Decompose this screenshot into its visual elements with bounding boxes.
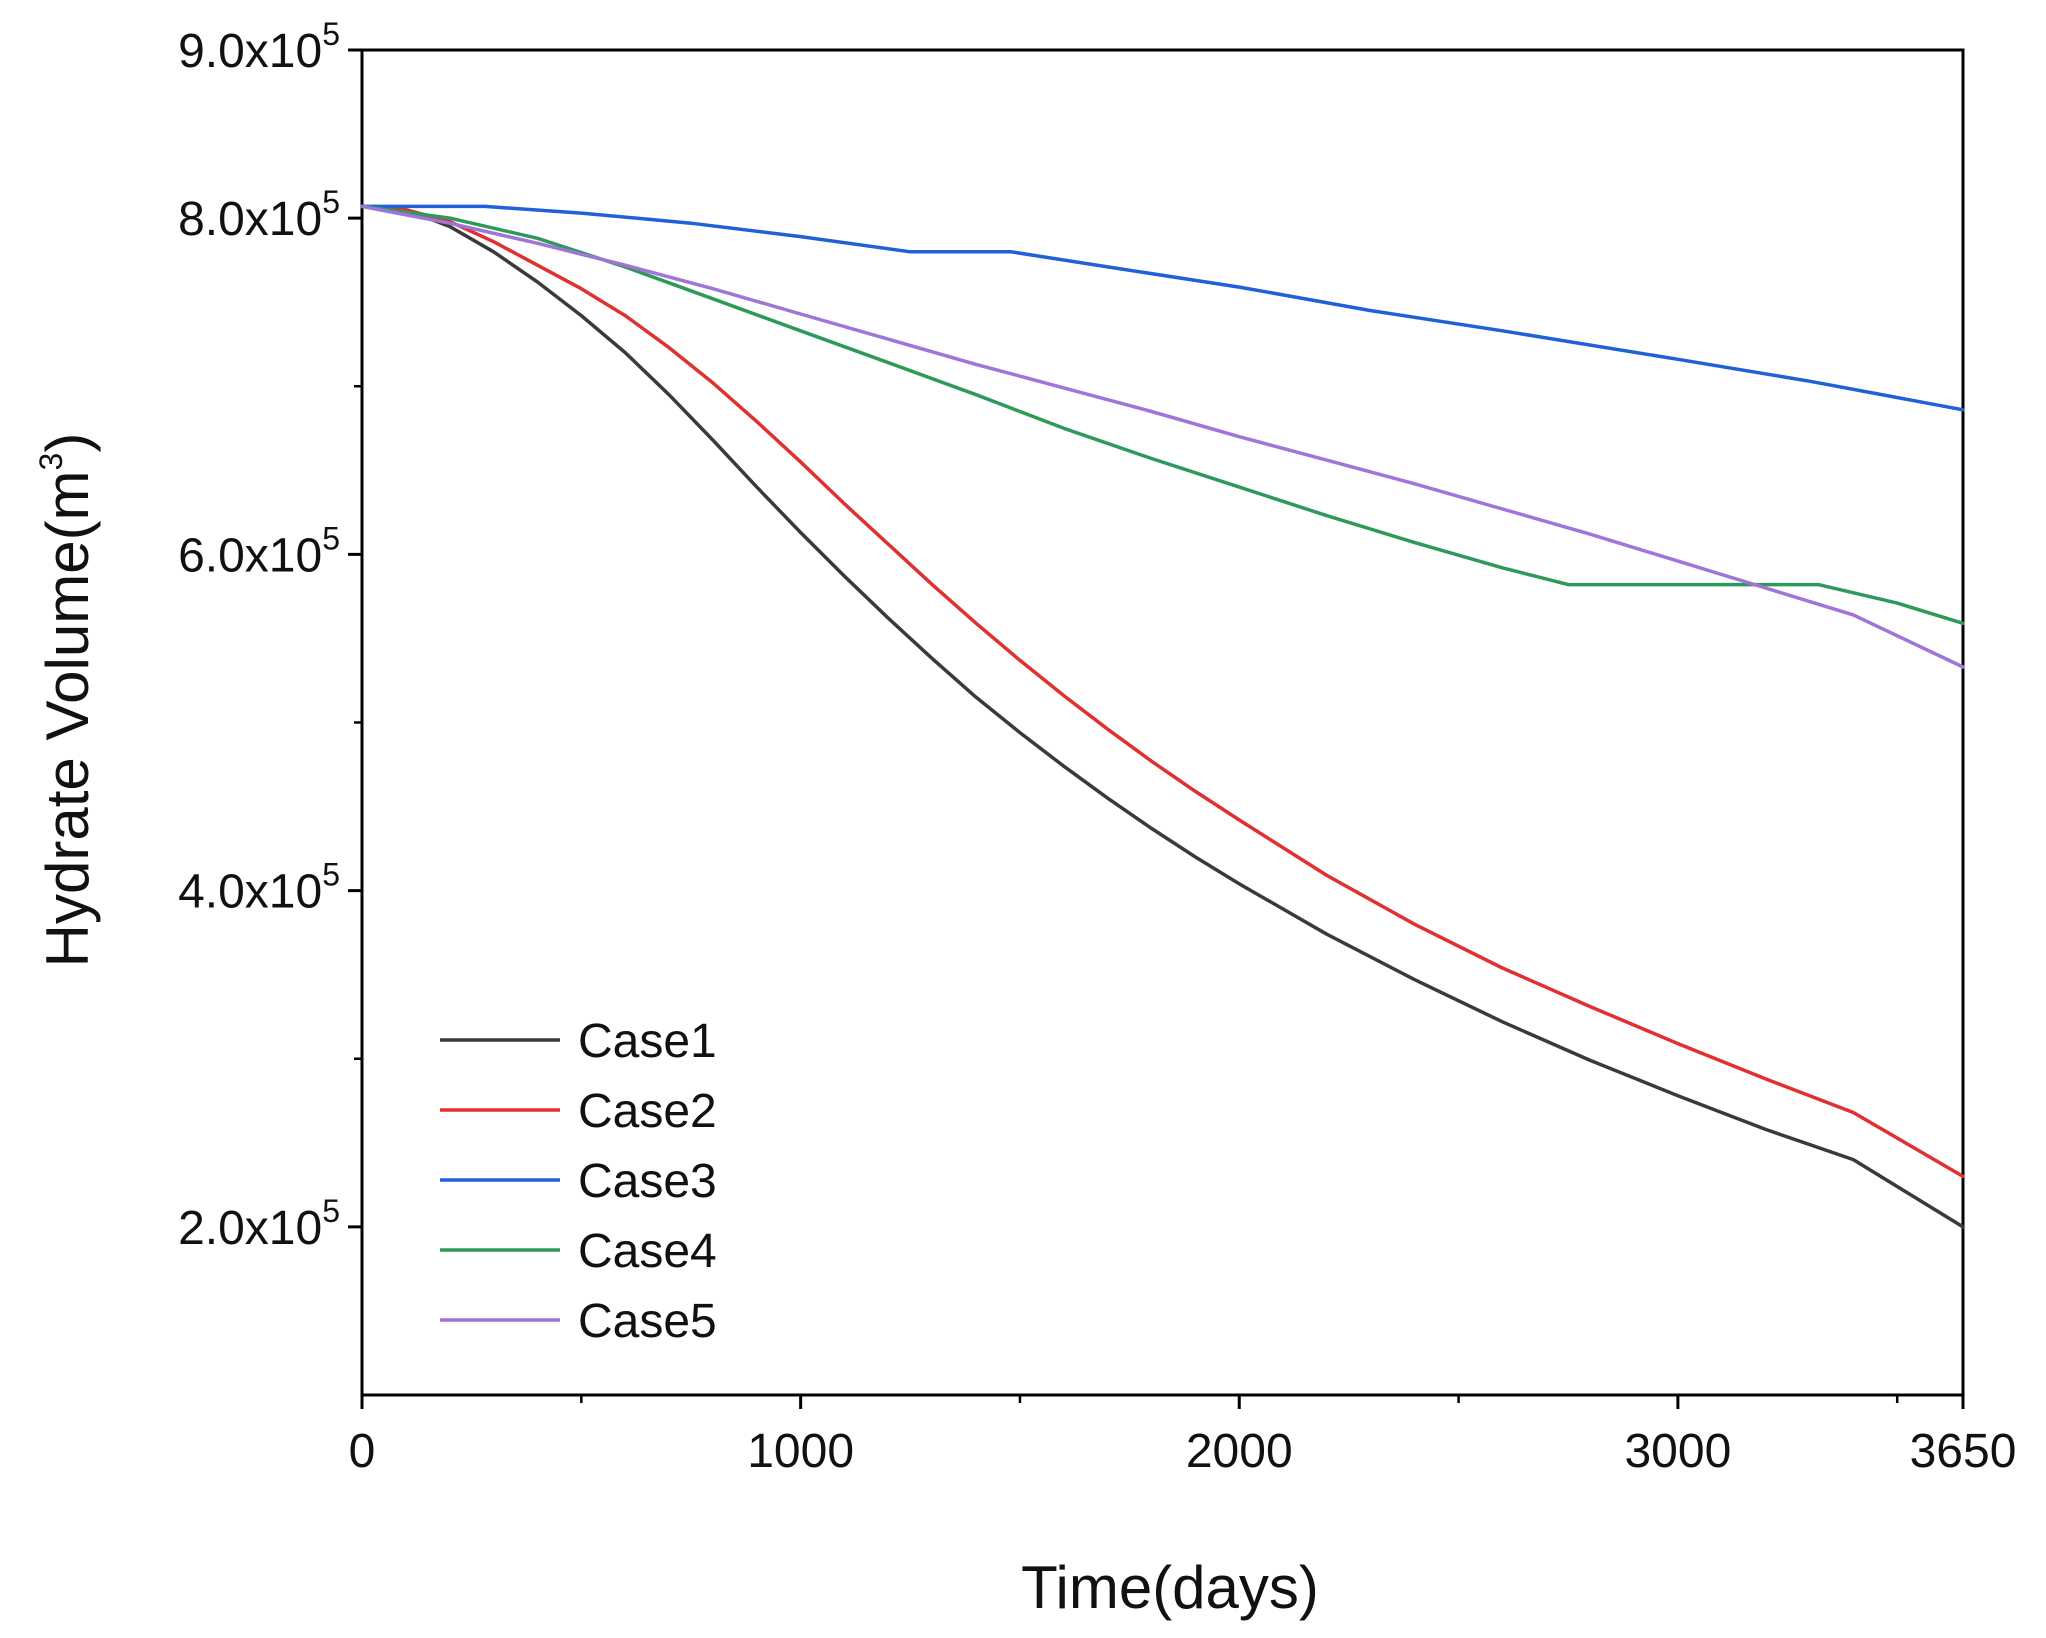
y-tick-label: 9.0x105 xyxy=(178,16,340,78)
legend-label-case1: Case1 xyxy=(578,1015,717,1068)
series-line-case2 xyxy=(360,204,1965,1179)
legend-label-case3: Case3 xyxy=(578,1155,717,1208)
y-axis-title-main: Hydrate Volume(m xyxy=(34,470,101,967)
x-tick-label: 3650 xyxy=(1910,1425,2017,1478)
series-line-case5 xyxy=(360,204,1965,669)
y-tick-label: 2.0x105 xyxy=(178,1193,340,1255)
y-axis-title-superscript: 3 xyxy=(33,453,69,471)
y-tick-label: 6.0x105 xyxy=(178,520,340,582)
y-axis-title: Hydrate Volume(m3) xyxy=(33,433,101,968)
y-axis-title-end: ) xyxy=(34,433,101,453)
x-axis-title: Time(days) xyxy=(1021,1554,1319,1621)
ticks-layer: 0 1000 2000 3000 3650 2.0x105 4.0x105 6.0x105 8.… xyxy=(178,16,2016,1478)
series-line-case1 xyxy=(360,204,1965,1229)
legend-label-case5: Case5 xyxy=(578,1295,717,1348)
x-tick-label: 3000 xyxy=(1624,1425,1731,1478)
y-tick-label: 8.0x105 xyxy=(178,184,340,246)
legend-label-case2: Case2 xyxy=(578,1085,717,1138)
y-tick-label: 4.0x105 xyxy=(178,857,340,919)
legend: Case1 Case2 Case3 Case4 Case5 xyxy=(440,1015,717,1348)
series-layer xyxy=(360,204,1965,1229)
legend-label-case4: Case4 xyxy=(578,1225,717,1278)
x-tick-label: 0 xyxy=(349,1425,376,1478)
series-line-case3 xyxy=(360,204,1965,412)
x-tick-label: 2000 xyxy=(1186,1425,1293,1478)
x-tick-label: 1000 xyxy=(747,1425,854,1478)
